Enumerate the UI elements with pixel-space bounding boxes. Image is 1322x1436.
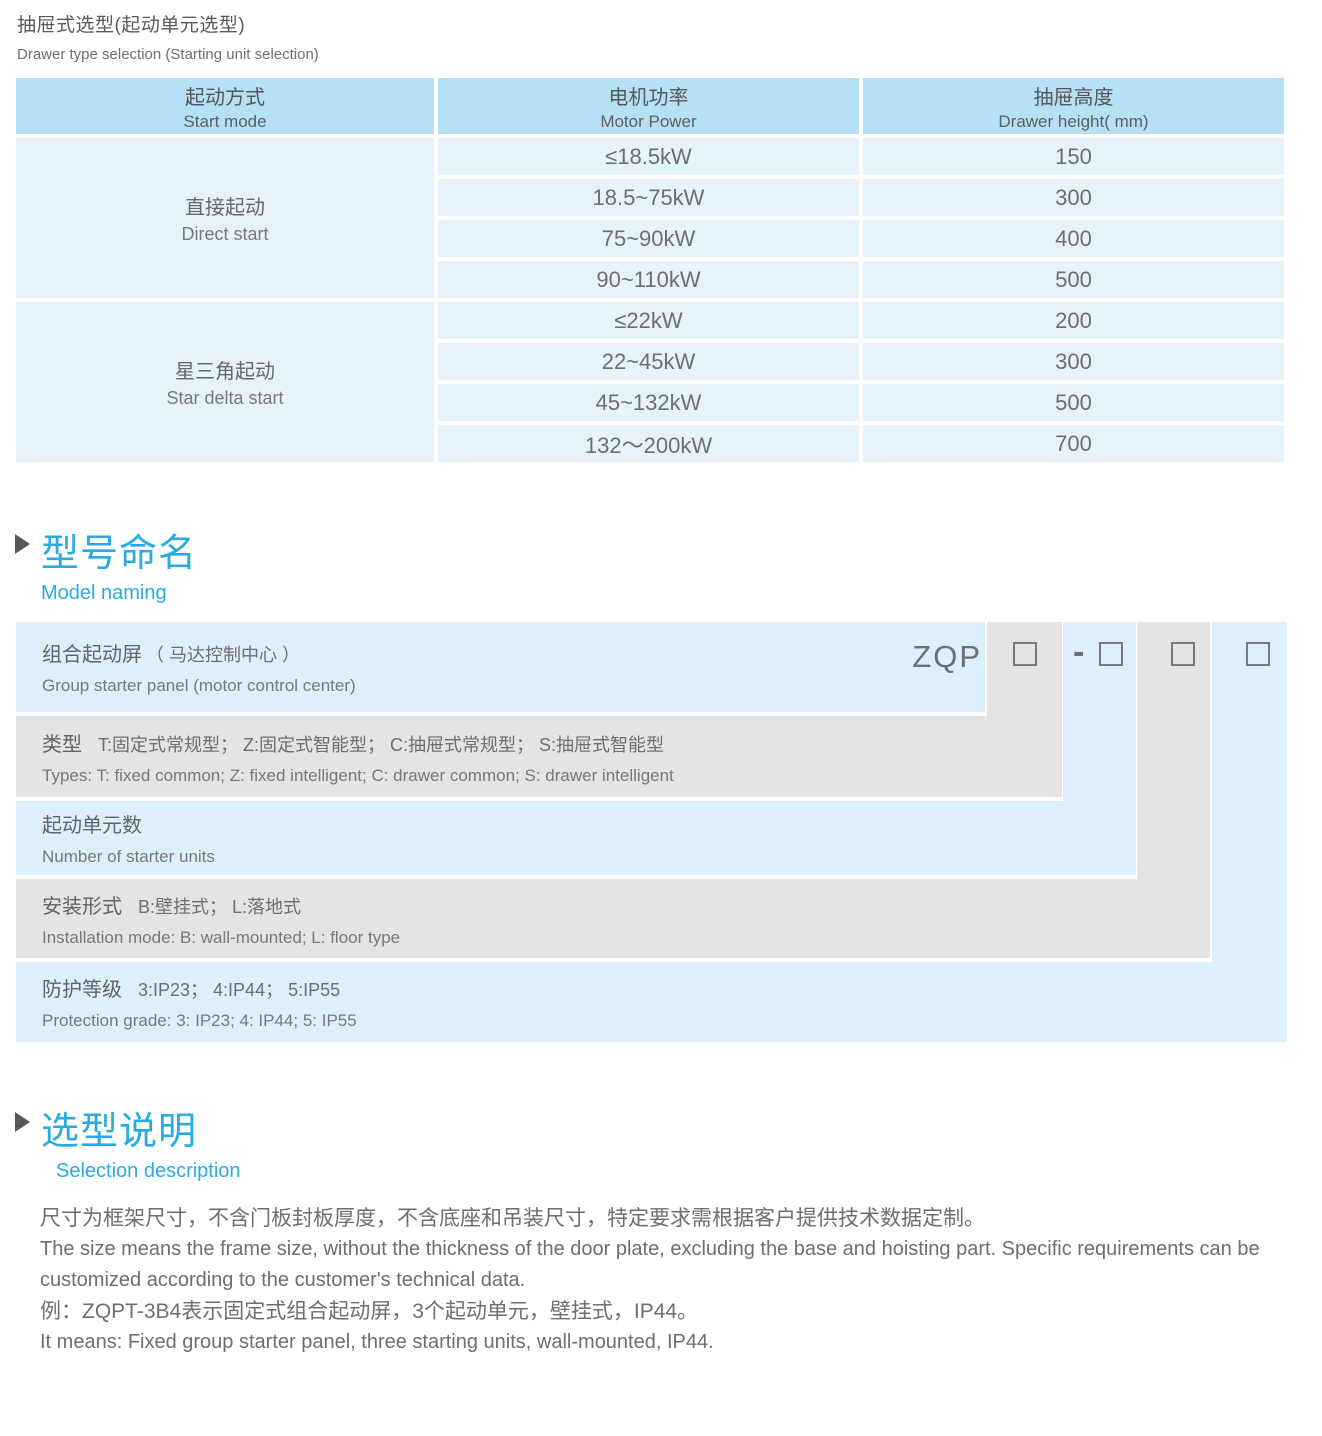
model-code-box-installation (1171, 642, 1195, 666)
row-detail-cn: B:壁挂式； L:落地式 (138, 896, 302, 917)
cell-drawer-height: 150 (863, 138, 1284, 175)
cell-motor-power: ≤22kW (438, 302, 859, 339)
col-header-motor-power-en: Motor Power (600, 111, 697, 131)
cell-drawer-height: 500 (863, 261, 1284, 298)
section-marker-icon (15, 534, 30, 554)
cell-motor-power: 75~90kW (438, 220, 859, 257)
description-example-en: It means: Fixed group starter panel, thr… (40, 1331, 714, 1353)
col-header-motor-power: 电机功率 Motor Power (438, 78, 859, 134)
model-row-protection-grade: 防护等级 3:IP23； 4:IP44； 5:IP55 Protection gr… (16, 962, 1287, 1042)
row-label-en: Installation mode: B: wall-mounted; L: f… (42, 927, 401, 947)
group-direct-start-cn: 直接起动 (185, 197, 265, 219)
cell-drawer-height: 700 (863, 425, 1284, 462)
description-line-en: The size means the frame size, without t… (40, 1238, 1260, 1291)
group-direct-start-en: Direct start (181, 224, 269, 244)
model-row-installation-mode: 安装形式 B:壁挂式； L:落地式 Installation mode: B: w… (16, 879, 1210, 958)
row-detail-cn: 3:IP23； 4:IP44； 5:IP55 (138, 980, 341, 1000)
row-label-en: Group starter panel (motor control cente… (42, 676, 356, 695)
group-cell-direct-start: 直接起动 Direct start (16, 138, 434, 298)
model-row-group-starter-panel: 组合起动屏（ 马达控制中心 ） Group starter panel (mot… (16, 622, 985, 712)
row-detail-cn: T:固定式常规型； Z:固定式智能型； C:抽屉式常规型； S:抽屉式智能型 (98, 734, 665, 755)
drawer-selection-table: 起动方式 Start mode 电机功率 Motor Power 抽屉高度 Dr… (16, 78, 1284, 462)
selection-description-title-cn: 选型说明 (41, 1111, 198, 1153)
col-header-drawer-height: 抽屉高度 Drawer height( mm) (863, 78, 1284, 134)
cell-drawer-height: 500 (863, 384, 1284, 421)
description-line-cn: 尺寸为框架尺寸，不含门板封板厚度，不含底座和吊装尺寸，特定要求需根据客户提供技术… (40, 1207, 985, 1230)
group-cell-star-delta-start: 星三角起动 Star delta start (16, 302, 434, 462)
model-code-box-type (1013, 642, 1037, 666)
col-header-motor-power-cn: 电机功率 (608, 86, 689, 109)
row-label-cn: 类型 (42, 733, 82, 756)
model-naming-heading: 型号命名 Model naming (15, 522, 1322, 605)
group-star-delta-en: Star delta start (166, 388, 284, 408)
model-naming-diagram: 组合起动屏（ 马达控制中心 ） Group starter panel (mot… (16, 622, 1287, 1042)
model-code-box-units (1099, 642, 1123, 666)
model-code-prefix: ZQP (912, 639, 982, 674)
row-label-cn: 起动单元数 (42, 815, 142, 837)
description-example-cn: 例：ZQPT-3B4表示固定式组合起动屏，3个起动单元，壁挂式，IP44。 (40, 1300, 699, 1323)
model-row-type: 类型 T:固定式常规型； Z:固定式智能型； C:抽屉式常规型； S:抽屉式智能型… (16, 716, 1062, 797)
col-header-start-mode: 起动方式 Start mode (16, 78, 434, 134)
cell-drawer-height: 300 (863, 179, 1284, 216)
col-header-start-mode-en: Start mode (183, 111, 267, 131)
cell-motor-power: 45~132kW (438, 384, 859, 421)
cell-motor-power: 22~45kW (438, 343, 859, 380)
cell-motor-power: 18.5~75kW (438, 179, 859, 216)
selection-description-heading: 选型说明 Selection description (15, 1100, 1322, 1183)
page-title: 抽屉式选型(起动单元选型) Drawer type selection (Sta… (0, 0, 1322, 63)
row-label-cn: 防护等级 (42, 979, 122, 1001)
page-title-en: Drawer type selection (Starting unit sel… (17, 46, 319, 63)
cell-drawer-height: 200 (863, 302, 1284, 339)
row-label-en: Number of starter units (42, 847, 215, 866)
col-header-drawer-height-en: Drawer height( mm) (998, 111, 1149, 131)
model-naming-title-en: Model naming (41, 582, 167, 604)
model-row-starter-units: 起动单元数 Number of starter units (16, 801, 1136, 875)
row-label-cn: 安装形式 (42, 895, 122, 918)
row-label-en: Protection grade: 3: IP23; 4: IP44; 5: I… (42, 1011, 357, 1030)
cell-drawer-height: 300 (863, 343, 1284, 380)
model-code-dash: - (1073, 633, 1085, 671)
page-title-cn: 抽屉式选型(起动单元选型) (17, 15, 246, 36)
row-label-cn: 组合起动屏 (42, 644, 142, 666)
row-label-en: Types: T: fixed common; Z: fixed intelli… (42, 765, 674, 785)
col-header-start-mode-cn: 起动方式 (185, 86, 265, 109)
cell-motor-power: ≤18.5kW (438, 138, 859, 175)
section-marker-icon (15, 1112, 30, 1132)
cell-drawer-height: 400 (863, 220, 1284, 257)
selection-description-title-en: Selection description (56, 1160, 241, 1182)
row-detail-cn: （ 马达控制中心 ） (146, 645, 301, 665)
cell-motor-power: 90~110kW (438, 261, 859, 298)
group-star-delta-cn: 星三角起动 (175, 361, 275, 383)
cell-motor-power: 132～200kW (438, 425, 859, 462)
model-naming-title-cn: 型号命名 (41, 533, 198, 575)
model-code-box-protection (1246, 642, 1270, 666)
selection-description-body: 尺寸为框架尺寸，不含门板封板厚度，不含底座和吊装尺寸，特定要求需根据客户提供技术… (40, 1203, 1290, 1358)
col-header-drawer-height-cn: 抽屉高度 (1033, 86, 1114, 109)
